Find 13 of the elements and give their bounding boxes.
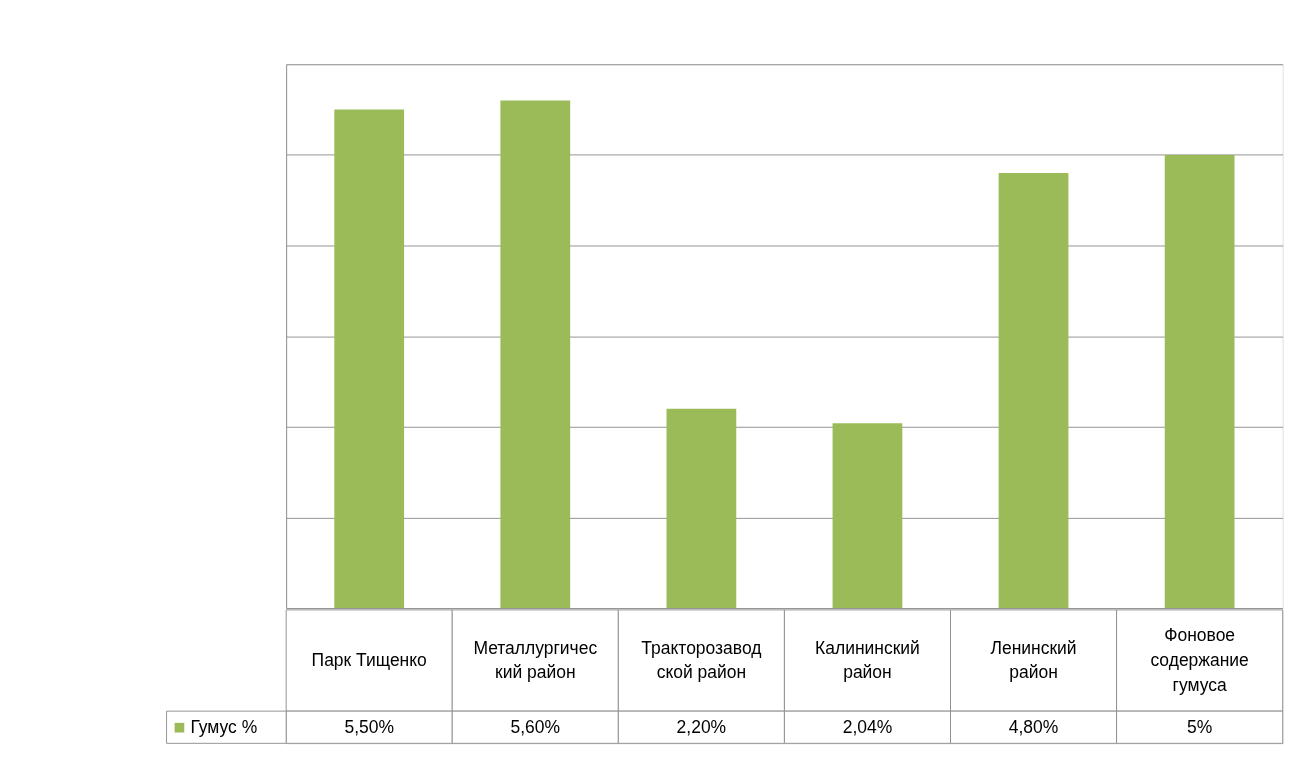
x-tick-label: Парк Тищенко bbox=[311, 650, 427, 671]
data-label: 2,20% bbox=[676, 717, 727, 738]
data-label: 5,60% bbox=[510, 717, 561, 738]
x-tick-label: Тракторозаводской район bbox=[641, 637, 762, 683]
x-tick-label: Калининский район bbox=[815, 637, 920, 683]
x-tick-label: Ленинский район bbox=[990, 637, 1077, 683]
data-label: 5% bbox=[1187, 717, 1213, 738]
data-label: 2,04% bbox=[842, 717, 893, 738]
data-label: 5,50% bbox=[344, 717, 394, 738]
data-label: 4,80% bbox=[1008, 717, 1059, 738]
x-tick-label: Фоновое содержание гумуса bbox=[1150, 625, 1249, 695]
x-tick-label: Металлургический район bbox=[473, 637, 598, 683]
legend-label: Гумус % bbox=[190, 717, 258, 738]
